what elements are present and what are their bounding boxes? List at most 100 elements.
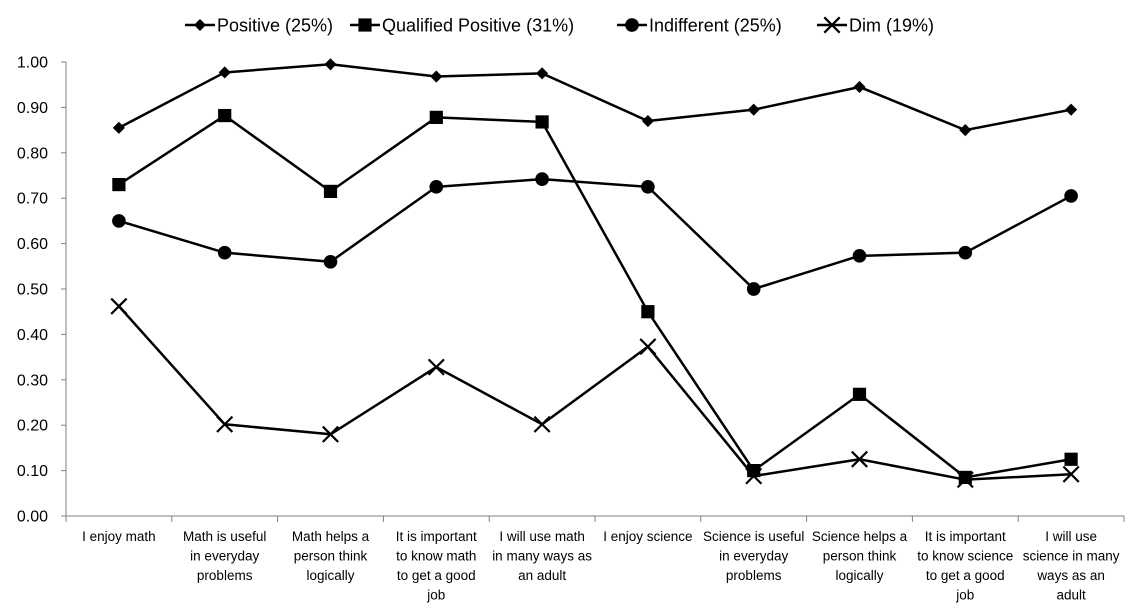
data-point [323,184,338,198]
legend-marker [823,16,841,34]
x-tick-label: It is important to know science to get a g… [917,529,1013,603]
x-tick-label-line: I will use [1045,529,1097,544]
data-point [959,124,972,137]
x-tick-label-line: It is important [925,529,1006,544]
x-tick-label: I will use science in many ways as an adult [1023,529,1120,603]
x-tick-label-line: to know math [396,549,476,564]
y-tick-label: 1.00 [17,55,48,72]
data-point [852,249,867,263]
data-point [958,470,972,485]
data-point [110,297,128,315]
series-line [117,305,1072,481]
y-tick-label: 0.60 [17,236,48,253]
x-tick-label-line: to get a good [926,568,1005,583]
data-point [533,415,551,433]
data-point [112,121,125,134]
x-tick-label-line: I will use math [499,529,585,544]
data-point [853,80,866,94]
series-layer [110,58,1080,489]
data-point [112,214,126,228]
legend-item: Indifferent (25%) [617,16,782,36]
x-tick-label-line: logically [306,568,354,583]
data-point [217,245,232,260]
x-tick-label-line: job [955,588,974,603]
x-tick-label-line: to get a good [397,568,476,583]
x-tick-label-line: logically [835,568,883,583]
legend-label: Qualified Positive (31%) [382,16,574,36]
series-square [112,108,1078,485]
legend-label: Positive (25%) [217,16,333,36]
data-point [852,387,867,401]
data-point [427,358,445,376]
data-point [641,180,655,194]
data-point [535,172,549,186]
y-tick-label: 0.90 [17,100,48,117]
y-tick-label: 0.00 [17,509,48,526]
data-point [324,58,337,71]
x-tick-label-line: It is important [396,529,477,544]
legend-item: Qualified Positive (31%) [350,16,574,36]
x-tick-label-line: an adult [518,568,566,583]
legend-label: Dim (19%) [849,16,934,36]
y-tick-label: 0.80 [17,145,48,162]
data-point [851,450,868,468]
data-point [323,254,338,269]
x-tick-label-line: in many ways as [492,549,592,564]
y-tick-label: 0.50 [17,282,48,299]
x-tick-label-line: I enjoy science [603,529,692,544]
y-tick-label: 0.10 [17,463,48,480]
x-tick-label-line: I enjoy math [82,529,156,544]
data-point [745,467,763,485]
data-point [956,471,974,489]
x-tick-label: I enjoy science [603,529,692,544]
y-tick-label: 0.20 [17,418,48,435]
x-tick-label: Math is useful in everyday problems [183,529,266,583]
x-tick-label-line: Math helps a [292,529,370,544]
data-point [1064,189,1078,203]
x-tick-label: I will use math in many ways as an adult [492,529,592,583]
x-tick-label-line: person think [823,549,897,564]
data-point [429,110,443,124]
x-tick-label-line: problems [726,568,782,583]
data-point [747,103,760,116]
x-tick-label-line: to know science [917,549,1013,564]
data-point [1064,452,1078,466]
x-tick-label-line: in everyday [719,549,788,564]
x-tick-label: It is important to know math to get a good… [396,529,477,603]
series-circle [112,172,1078,296]
data-point [639,338,657,356]
data-point [218,66,231,79]
data-point [430,70,443,83]
data-point [218,108,232,123]
data-point [1062,465,1080,483]
x-tick-label-line: Math is useful [183,529,266,544]
x-tick-label: Science helps a person think logically [812,529,908,583]
data-point [322,425,339,443]
series-line [118,177,1072,291]
data-point [641,114,654,128]
axes: 0.00 0.10 0.20 0.30 0.40 0.50 0.60 0.70 0.80 0.90… [17,55,1125,603]
legend: Positive (25%) Qualified Positive (31%) In… [185,16,934,36]
series-diamond [112,58,1078,137]
y-tick-label: 0.40 [17,327,48,344]
data-point [958,245,973,260]
data-point [429,180,444,194]
x-tick-label-line: person think [294,549,368,564]
x-tick-label-line: job [426,588,445,603]
data-point [746,282,761,296]
x-tick-label-line: problems [197,568,253,583]
legend-item: Positive (25%) [185,16,333,36]
legend-item: Dim (19%) [817,16,934,36]
legend-marker [358,18,372,32]
x-tick-label-line: ways as an [1036,568,1105,583]
x-tick-label-line: in everyday [190,549,259,564]
x-tick-label: Science is useful in everyday problems [703,529,804,583]
data-point [1065,103,1078,116]
series-x [110,297,1080,489]
legend-label: Indifferent (25%) [649,16,782,36]
x-tick-label-line: Science helps a [812,529,908,544]
x-tick-label-line: Science is useful [703,529,804,544]
data-point [536,67,549,80]
